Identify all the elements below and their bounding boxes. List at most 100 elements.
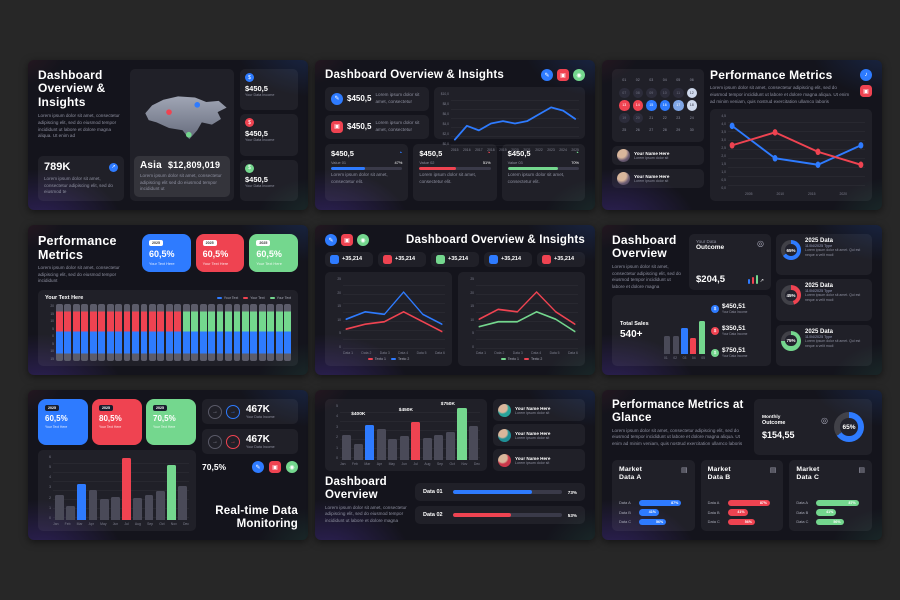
body-text: Lorem ipsum dolor sit amet, consectetur … xyxy=(38,265,120,284)
income-label: Your Data Income xyxy=(246,445,275,449)
market-bar: 87% xyxy=(816,499,859,506)
stacked-bars xyxy=(56,303,292,361)
value-body: Lorem ipsum dolor sit amet, consectetur … xyxy=(507,172,565,185)
slide-5-thumbnail[interactable]: ✎ ▣ ◉ Dashboard Overview & Insights +35,… xyxy=(315,225,595,375)
revenue-line xyxy=(453,106,577,141)
year-badge: 2025 xyxy=(45,405,59,411)
monthly-label1: Monthly xyxy=(762,414,781,420)
kpi-card: 2025 60,5% Your Text Here xyxy=(249,234,299,272)
stat-card: ✎ $450,5 Lorem ipsum dolor sit amet, con… xyxy=(325,86,429,111)
card-sub: 11/04/2025 Type xyxy=(805,334,833,339)
kpi-value: 60,5% xyxy=(202,248,229,259)
image-icon: ▣ xyxy=(557,69,569,82)
slide-2-thumbnail[interactable]: Dashboard Overview & Insights ✎ ▣ ◉ ✎ $4… xyxy=(315,60,595,210)
pie-icon: ◔ xyxy=(486,149,491,157)
monthly-outcome-card: Monthly Outcome ◎ $154,55 65% xyxy=(754,399,872,455)
slide-title: Performance Metrics xyxy=(38,234,117,262)
market-bar: 56% xyxy=(727,518,755,525)
avatar xyxy=(617,148,630,162)
region-card: Asia $12,809,019 Lorem ipsum dolor sit a… xyxy=(134,155,230,197)
market-bar: 56% xyxy=(639,518,667,525)
month-bars xyxy=(53,455,189,520)
mini-bars-icon: ↗ xyxy=(747,275,764,284)
progress-track xyxy=(331,166,403,171)
year-badge: 2025 xyxy=(99,405,113,411)
market-row: Data C 56% xyxy=(619,518,688,525)
document-icon: ▤ xyxy=(769,467,777,474)
kpi-value: 60,5% xyxy=(256,248,282,259)
line-plot xyxy=(343,276,445,349)
region-body: Lorem ipsum dolor sit amet, consectetur … xyxy=(140,173,222,192)
value-label: Value 03 xyxy=(507,159,523,165)
market-row: Data B 41% xyxy=(796,509,865,516)
color-chip xyxy=(383,254,392,264)
kpi-value: 60,5% xyxy=(149,248,175,259)
income-row: $ $350,51 Your Data Income xyxy=(711,325,763,336)
value-pct: 70% xyxy=(571,159,579,165)
delta-badge: +35,214 xyxy=(537,251,585,267)
slide-4-thumbnail[interactable]: Performance Metrics Lorem ipsum dolor si… xyxy=(28,225,308,375)
calendar-card: 01 02 03 04 05 06 07 08 09 10 11 12 13 14 15 16 17 18 19 20… xyxy=(612,69,704,142)
income-value: $450,5 xyxy=(245,129,268,139)
dollar-icon: $ xyxy=(711,326,719,335)
target-icon: ◎ xyxy=(821,415,828,425)
arrow-icon: → xyxy=(208,404,222,419)
profile-sub: Lorem ipsum dolor sit xyxy=(634,178,669,183)
profile-card: Your Name Here Lorem ipsum dolor sit xyxy=(612,145,704,165)
body-text: Lorem ipsum dolor sit amet, consectetur … xyxy=(325,504,407,524)
x-axis-labels: Jan Feb Mar Apr May Jun Jul Aug Sep Oct Nov De… xyxy=(340,462,480,466)
progress-track xyxy=(507,166,579,171)
kpi-card: 2025 60,5% Your Text Here xyxy=(38,399,88,445)
x-axis-labels: 2005 2010 2015 2020 xyxy=(745,192,847,196)
profile-card: Your Name Here Lorem ipsum dolor sit xyxy=(612,168,704,188)
location-icon: ◉ xyxy=(573,69,585,82)
slide-title: Dashboard Overview & Insights xyxy=(38,68,106,109)
market-row: Data C 56% xyxy=(708,518,777,525)
slide-3-thumbnail[interactable]: 01 02 03 04 05 06 07 08 09 10 11 12 13 14 15 16 17 18 19 20… xyxy=(602,60,882,210)
value-amount: $450,5 xyxy=(331,148,354,158)
avatar xyxy=(617,171,630,185)
income-icon: $ xyxy=(245,73,254,82)
kpi-label: Your Text Here xyxy=(45,425,68,429)
map-pin-red xyxy=(166,109,172,115)
avatar xyxy=(498,428,511,442)
chart-legend: Your Text Your Text Your Text xyxy=(216,296,291,300)
dollar-icon: $ xyxy=(711,304,719,313)
progress-card: Data 02 53% xyxy=(415,506,585,524)
color-chip xyxy=(436,254,445,264)
outcome-label2: Outcome xyxy=(696,244,725,251)
image-icon: ▣ xyxy=(341,234,353,247)
arrow-icon: → xyxy=(226,404,240,419)
income-label: Your Data Income xyxy=(246,415,275,419)
pen-icon: ✎ xyxy=(331,92,343,105)
progress-fill xyxy=(507,166,558,171)
value-card: $450,5 ◔ Value 02 51% Lorem ipsum dolor si… xyxy=(413,143,497,201)
data-card: 45% 2025 Data 11/04/2025 Type Lorem ipsu… xyxy=(776,279,872,321)
slide-1-thumbnail[interactable]: Dashboard Overview & Insights Lorem ipsu… xyxy=(28,60,308,210)
slides-grid: Dashboard Overview & Insights Lorem ipsu… xyxy=(28,60,882,540)
stat-body: Lorem ipsum dolor sit amet, consectetur xyxy=(375,92,420,104)
kpi-label: Your Text Here xyxy=(202,261,229,266)
value-card: $450,5 ◔ Value 03 70% Lorem ipsum dolor si… xyxy=(501,143,585,201)
slide-6-thumbnail[interactable]: Dashboard Overview Lorem ipsum dolor sit… xyxy=(602,225,882,375)
progress-track xyxy=(453,490,562,494)
income-value: $450,5 xyxy=(245,84,268,93)
income-card: $ $450,5 Your Data Income xyxy=(240,159,298,201)
line-chart-card: $10,0 $8,0 $6,0 $4,0 $2,0 $0,0 2015 2016 201… xyxy=(434,86,585,152)
slide-title: Performance Metrics xyxy=(710,68,833,82)
slide-9-thumbnail[interactable]: Performance Metrics at Glance Lorem ipsu… xyxy=(602,390,882,540)
sales-bars xyxy=(664,312,706,354)
stacked-bar-chart-card: Your Text Here Your Text Your Text Your … xyxy=(38,289,298,366)
document-icon: ▤ xyxy=(681,467,688,474)
kpi-label: Your Text Here xyxy=(256,261,282,266)
slide-7-thumbnail[interactable]: 2025 60,5% Your Text Here 2025 80,5% You… xyxy=(28,390,308,540)
trend-up-icon: ↗ xyxy=(759,278,764,284)
asia-map xyxy=(145,96,227,140)
kpi-label: Your Text Here xyxy=(153,425,176,429)
market-row: Data A 87% xyxy=(619,499,688,506)
income-label: Your Data Income xyxy=(245,138,275,143)
kpi-card: 2025 60,5% Your Text Here xyxy=(195,234,245,272)
